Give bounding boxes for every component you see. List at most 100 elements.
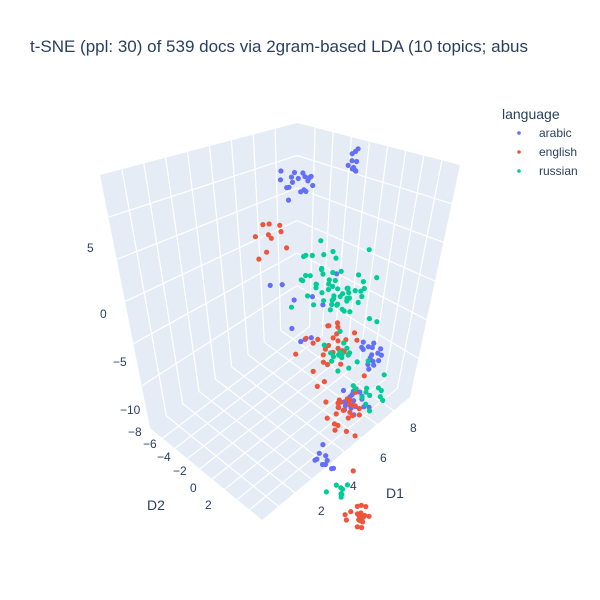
data-point-russian[interactable] xyxy=(321,298,327,304)
data-point-arabic[interactable] xyxy=(309,294,315,300)
data-point-russian[interactable] xyxy=(330,354,337,360)
data-point-english[interactable] xyxy=(350,402,356,408)
data-point-arabic[interactable] xyxy=(334,271,340,277)
data-point-english[interactable] xyxy=(321,379,327,385)
data-point-russian[interactable] xyxy=(364,385,370,391)
data-point-russian[interactable] xyxy=(318,267,325,273)
data-point-russian[interactable] xyxy=(344,285,350,291)
data-point-russian[interactable] xyxy=(331,293,337,299)
data-point-english[interactable] xyxy=(264,249,270,255)
data-point-russian[interactable] xyxy=(359,293,365,300)
data-point-arabic[interactable] xyxy=(329,466,335,472)
data-point-arabic[interactable] xyxy=(284,185,290,191)
data-point-english[interactable] xyxy=(330,335,336,341)
data-point-russian[interactable] xyxy=(374,275,380,281)
data-point-arabic[interactable] xyxy=(365,344,371,350)
data-point-arabic[interactable] xyxy=(354,158,360,165)
data-point-arabic[interactable] xyxy=(349,166,355,172)
data-point-russian[interactable] xyxy=(335,368,341,374)
data-point-russian[interactable] xyxy=(347,309,353,315)
data-point-russian[interactable] xyxy=(361,285,367,292)
data-point-arabic[interactable] xyxy=(360,339,366,345)
data-point-english[interactable] xyxy=(356,412,362,418)
data-point-russian[interactable] xyxy=(335,301,341,307)
data-point-arabic[interactable] xyxy=(316,450,322,456)
data-point-english[interactable] xyxy=(293,351,299,357)
data-point-english[interactable] xyxy=(314,383,320,389)
data-point-english[interactable] xyxy=(343,517,349,523)
data-point-english[interactable] xyxy=(322,346,328,352)
data-point-russian[interactable] xyxy=(365,358,371,364)
data-point-arabic[interactable] xyxy=(278,168,284,174)
data-point-english[interactable] xyxy=(350,468,356,474)
data-point-english[interactable] xyxy=(284,245,290,251)
data-point-russian[interactable] xyxy=(338,268,344,274)
data-point-english[interactable] xyxy=(268,235,274,241)
data-point-russian[interactable] xyxy=(363,401,369,407)
data-point-arabic[interactable] xyxy=(288,174,295,180)
data-point-russian[interactable] xyxy=(333,482,339,488)
data-point-english[interactable] xyxy=(320,352,326,358)
legend-item-russian[interactable]: russian xyxy=(517,164,578,178)
data-point-russian[interactable] xyxy=(341,308,347,314)
data-point-english[interactable] xyxy=(348,509,354,515)
data-point-russian[interactable] xyxy=(326,277,332,283)
data-point-english[interactable] xyxy=(265,232,271,238)
data-point-arabic[interactable] xyxy=(291,169,298,176)
data-point-english[interactable] xyxy=(266,221,272,227)
data-point-russian[interactable] xyxy=(330,269,336,276)
data-point-arabic[interactable] xyxy=(289,179,296,185)
data-point-arabic[interactable] xyxy=(324,457,330,464)
data-point-english[interactable] xyxy=(347,397,353,403)
data-point-english[interactable] xyxy=(354,524,360,530)
data-point-arabic[interactable] xyxy=(349,158,355,164)
data-point-english[interactable] xyxy=(332,427,338,433)
data-point-english[interactable] xyxy=(324,415,330,421)
data-point-russian[interactable] xyxy=(337,328,343,334)
data-point-english[interactable] xyxy=(320,359,326,365)
data-point-russian[interactable] xyxy=(338,494,344,500)
data-point-english[interactable] xyxy=(363,504,369,510)
data-point-russian[interactable] xyxy=(329,358,335,364)
data-point-english[interactable] xyxy=(310,368,316,374)
data-point-english[interactable] xyxy=(325,323,331,329)
data-point-arabic[interactable] xyxy=(298,339,304,345)
data-point-english[interactable] xyxy=(256,256,262,262)
data-point-russian[interactable] xyxy=(288,304,295,310)
data-point-arabic[interactable] xyxy=(369,344,375,351)
data-point-russian[interactable] xyxy=(320,271,326,277)
data-point-russian[interactable] xyxy=(366,408,373,414)
data-point-english[interactable] xyxy=(303,335,309,341)
data-point-russian[interactable] xyxy=(323,489,329,495)
data-point-russian[interactable] xyxy=(300,278,306,284)
data-point-russian[interactable] xyxy=(338,485,344,491)
data-point-english[interactable] xyxy=(352,433,358,439)
data-point-english[interactable] xyxy=(333,411,339,417)
data-point-arabic[interactable] xyxy=(307,174,313,181)
data-point-english[interactable] xyxy=(345,415,351,421)
data-point-arabic[interactable] xyxy=(340,387,347,394)
data-point-russian[interactable] xyxy=(329,301,335,308)
data-point-arabic[interactable] xyxy=(267,282,273,288)
data-point-russian[interactable] xyxy=(313,281,319,287)
data-point-russian[interactable] xyxy=(380,397,386,403)
data-point-english[interactable] xyxy=(354,337,360,343)
data-point-arabic[interactable] xyxy=(323,453,329,459)
data-point-russian[interactable] xyxy=(366,316,373,322)
data-point-english[interactable] xyxy=(335,422,341,428)
data-point-arabic[interactable] xyxy=(378,352,384,358)
data-point-english[interactable] xyxy=(343,428,349,434)
data-point-russian[interactable] xyxy=(327,307,333,313)
data-point-russian[interactable] xyxy=(363,389,369,395)
data-point-russian[interactable] xyxy=(354,359,360,365)
data-point-russian[interactable] xyxy=(381,372,387,378)
data-point-arabic[interactable] xyxy=(357,389,363,395)
data-point-russian[interactable] xyxy=(359,394,365,400)
data-point-english[interactable] xyxy=(336,397,342,403)
data-point-english[interactable] xyxy=(366,513,372,519)
data-point-english[interactable] xyxy=(361,373,367,379)
data-point-russian[interactable] xyxy=(341,340,347,346)
data-point-arabic[interactable] xyxy=(359,344,365,350)
data-point-russian[interactable] xyxy=(335,286,341,292)
data-point-russian[interactable] xyxy=(378,387,384,394)
